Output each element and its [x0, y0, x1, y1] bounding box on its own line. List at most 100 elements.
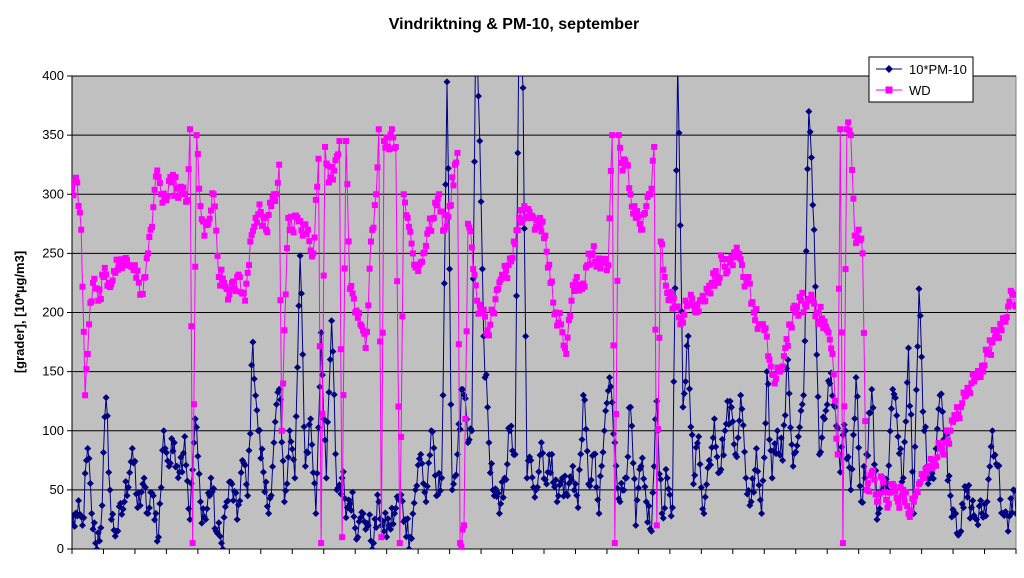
- data-point: [187, 126, 193, 133]
- data-point: [553, 498, 561, 506]
- data-point: [107, 515, 115, 523]
- data-point: [809, 297, 816, 304]
- data-point: [563, 350, 570, 357]
- data-point: [410, 499, 418, 507]
- data-point: [514, 149, 522, 157]
- data-point: [178, 468, 186, 476]
- data-point: [164, 193, 171, 200]
- data-point: [459, 526, 466, 533]
- data-point: [977, 374, 984, 381]
- data-point: [325, 179, 332, 186]
- data-point: [389, 520, 397, 528]
- data-point: [103, 271, 110, 278]
- data-point: [864, 480, 871, 487]
- data-point: [280, 498, 288, 506]
- data-point: [471, 271, 478, 278]
- data-point: [663, 474, 671, 482]
- data-point: [516, 214, 523, 221]
- data-point: [603, 267, 610, 274]
- data-point: [721, 263, 728, 270]
- data-point: [945, 472, 953, 480]
- data-point: [120, 498, 128, 506]
- data-point: [120, 262, 127, 269]
- data-point: [193, 132, 200, 139]
- data-point: [233, 515, 241, 523]
- data-point: [624, 162, 631, 169]
- data-point: [556, 309, 563, 316]
- data-point: [915, 285, 923, 293]
- data-point: [365, 302, 372, 309]
- data-point: [440, 279, 448, 287]
- data-point: [606, 374, 614, 382]
- data-point: [946, 492, 954, 500]
- data-point: [720, 451, 728, 459]
- data-point: [952, 510, 960, 518]
- data-point: [674, 61, 681, 68]
- data-point: [869, 404, 877, 412]
- data-point: [230, 278, 237, 285]
- data-point: [484, 327, 491, 334]
- data-point: [499, 493, 507, 501]
- data-point: [492, 296, 499, 303]
- data-point: [755, 481, 763, 489]
- data-point: [319, 410, 326, 417]
- data-point: [444, 164, 452, 172]
- data-point: [163, 197, 170, 204]
- data-point: [731, 249, 738, 256]
- data-point: [747, 498, 755, 506]
- data-point: [80, 514, 88, 522]
- data-point: [866, 409, 874, 417]
- data-point: [597, 265, 604, 272]
- data-point: [765, 353, 772, 360]
- data-point: [156, 180, 163, 187]
- data-point: [258, 445, 266, 453]
- data-point: [106, 486, 114, 494]
- data-point: [893, 495, 900, 502]
- data-point: [737, 256, 744, 263]
- data-point: [762, 325, 769, 332]
- data-point: [738, 405, 746, 413]
- data-point: [586, 261, 593, 268]
- data-point: [112, 269, 119, 276]
- data-point: [506, 427, 514, 435]
- data-point: [899, 474, 907, 482]
- data-point: [150, 204, 157, 211]
- data-point: [802, 247, 810, 255]
- data-point: [447, 202, 454, 209]
- data-point: [721, 427, 729, 435]
- data-point: [72, 174, 79, 181]
- data-point: [828, 392, 836, 400]
- data-point: [419, 258, 426, 265]
- data-point: [688, 431, 696, 439]
- y-tick-label: 100: [42, 423, 64, 438]
- data-point: [816, 318, 823, 325]
- data-point: [312, 510, 320, 518]
- data-point: [117, 256, 124, 263]
- data-point: [265, 211, 272, 218]
- data-point: [964, 384, 971, 391]
- data-point: [388, 504, 396, 512]
- data-point: [318, 540, 325, 547]
- data-point: [404, 214, 411, 221]
- data-point: [247, 238, 254, 245]
- data-point: [661, 274, 668, 281]
- data-point: [380, 527, 388, 535]
- data-point: [387, 525, 395, 533]
- data-point: [613, 411, 620, 418]
- data-point: [137, 488, 145, 496]
- data-point: [346, 500, 354, 508]
- data-point: [80, 328, 87, 335]
- data-point: [443, 78, 451, 86]
- data-point: [633, 496, 641, 504]
- data-point: [151, 516, 159, 524]
- data-point: [694, 301, 701, 308]
- data-point: [691, 471, 699, 479]
- data-point: [951, 412, 958, 419]
- data-point: [244, 269, 251, 276]
- data-point: [226, 291, 233, 298]
- data-point: [653, 522, 660, 529]
- data-point: [666, 491, 674, 499]
- data-point: [477, 198, 485, 206]
- data-point: [454, 149, 461, 156]
- data-point: [611, 540, 618, 547]
